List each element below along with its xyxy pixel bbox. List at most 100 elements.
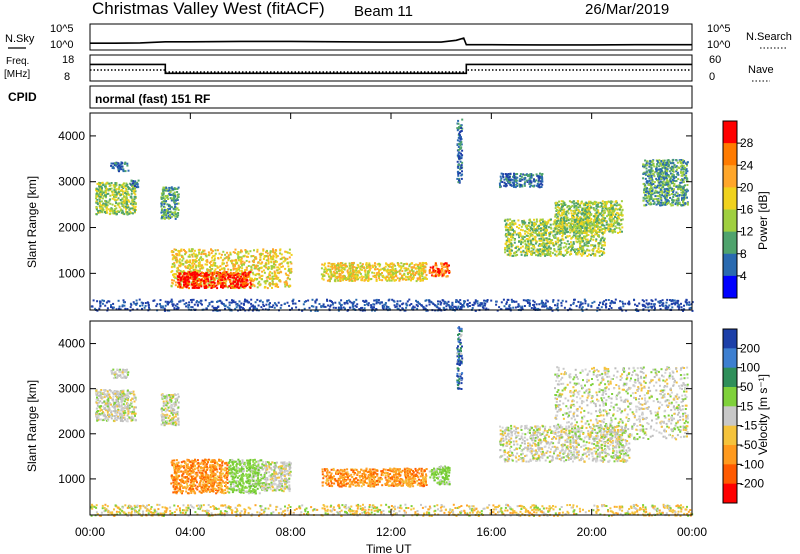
- data-point: [250, 255, 253, 258]
- data-point: [170, 266, 173, 269]
- data-point: [120, 208, 123, 211]
- data-point: [118, 168, 121, 171]
- data-point: [612, 211, 615, 214]
- data-point: [586, 215, 589, 217]
- data-point: [199, 283, 201, 285]
- data-point: [95, 213, 98, 216]
- data-point: [254, 257, 257, 260]
- date-label: 26/Mar/2019: [585, 1, 669, 18]
- data-point: [118, 183, 121, 186]
- data-point: [165, 200, 168, 202]
- data-point: [505, 177, 508, 180]
- data-point: [568, 205, 571, 208]
- data-point: [323, 271, 326, 273]
- data-point: [507, 223, 510, 226]
- data-point: [561, 235, 564, 237]
- data-point: [680, 159, 683, 161]
- data-point: [606, 215, 608, 218]
- data-point: [377, 271, 380, 274]
- data-point: [645, 187, 648, 190]
- data-point: [288, 252, 291, 255]
- data-point: [390, 270, 393, 273]
- data-point: [337, 264, 340, 267]
- data-point: [519, 240, 522, 243]
- data-point: [674, 195, 677, 197]
- data-point: [431, 274, 434, 277]
- data-point: [556, 215, 559, 218]
- data-point: [124, 192, 127, 194]
- data-point: [666, 181, 669, 184]
- data-point: [240, 256, 243, 259]
- data-point: [222, 250, 225, 253]
- data-point: [457, 136, 460, 139]
- data-point: [423, 262, 426, 265]
- data-point: [105, 187, 108, 190]
- data-point: [555, 242, 558, 245]
- data-point: [176, 194, 179, 197]
- data-point: [440, 272, 443, 275]
- data-point: [548, 238, 551, 241]
- data-point: [289, 285, 291, 288]
- data-point: [213, 278, 216, 281]
- data-point: [231, 286, 233, 289]
- data-point: [180, 283, 183, 286]
- data-point: [575, 248, 578, 251]
- data-point: [238, 269, 241, 272]
- data-point: [392, 263, 395, 266]
- data-point: [665, 177, 668, 179]
- data-point: [547, 251, 549, 254]
- data-point: [218, 273, 220, 276]
- data-point: [173, 273, 176, 276]
- data-point: [432, 268, 435, 271]
- data-point: [533, 246, 536, 249]
- data-point: [575, 207, 578, 210]
- data-point: [515, 251, 518, 254]
- data-point: [261, 270, 264, 273]
- data-point: [385, 262, 387, 265]
- data-point: [384, 278, 387, 281]
- data-point: [542, 234, 545, 237]
- data-point: [222, 285, 225, 287]
- data-point: [554, 233, 557, 236]
- data-point: [248, 271, 251, 274]
- data-point: [519, 183, 522, 186]
- data-point: [250, 266, 253, 269]
- data-point: [576, 253, 579, 256]
- data-point: [361, 279, 364, 282]
- data-point: [172, 254, 175, 257]
- data-point: [280, 266, 283, 268]
- data-point: [643, 172, 646, 175]
- data-point: [510, 226, 513, 229]
- data-point: [679, 179, 682, 182]
- data-point: [681, 197, 683, 200]
- data-point: [182, 270, 185, 272]
- data-point: [621, 218, 624, 221]
- data-point: [665, 171, 668, 174]
- data-point: [539, 250, 542, 253]
- data-point: [582, 240, 585, 243]
- data-point: [421, 279, 424, 281]
- data-point: [521, 220, 524, 222]
- data-point: [326, 279, 329, 282]
- data-point: [131, 182, 134, 185]
- data-point: [456, 160, 459, 163]
- data-point: [415, 263, 418, 266]
- data-point: [174, 259, 177, 262]
- data-point: [599, 213, 602, 216]
- data-point: [288, 256, 291, 259]
- data-point: [128, 187, 131, 190]
- data-point: [265, 251, 267, 254]
- data-point: [133, 209, 136, 212]
- data-point: [266, 252, 269, 255]
- data-point: [616, 223, 619, 226]
- data-point: [527, 240, 529, 243]
- data-point: [253, 267, 256, 270]
- data-point: [609, 228, 612, 231]
- data-point: [666, 159, 669, 162]
- data-point: [679, 162, 682, 165]
- data-point: [173, 201, 176, 204]
- data-point: [560, 216, 563, 219]
- data-point: [550, 218, 552, 221]
- data-point: [580, 217, 583, 220]
- data-point: [665, 161, 668, 164]
